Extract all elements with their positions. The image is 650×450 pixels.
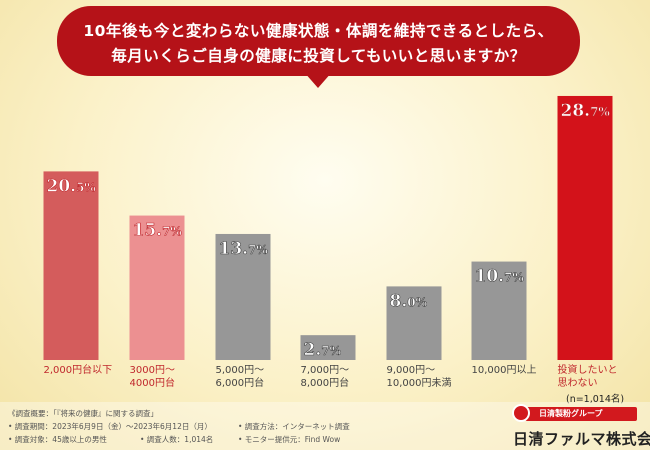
survey-monitor: • モニター提供元：Find Wow <box>238 435 341 444</box>
value-label-4: 2.7% <box>304 340 342 360</box>
value-label-1: 20.5% <box>47 176 97 196</box>
category-label-5: 9,000円～ 10,000円未満 <box>387 365 452 389</box>
survey-target: • 調査対象：45歳以上の男性 <box>8 435 107 444</box>
category-label-4: 7,000円～ 8,000円台 <box>301 365 350 389</box>
sample-size-label: (n=1,014名) <box>566 394 625 405</box>
survey-overview: 《調査概要：「『将来の健康』に関する調査」 <box>8 409 158 418</box>
value-label-2: 15.7% <box>133 221 183 241</box>
bar-1 <box>43 171 99 360</box>
value-label-5: 8.0% <box>390 291 428 311</box>
category-label-1: 2,000円台以下 <box>44 363 113 376</box>
question-bubble: 10年後も今と変わらない健康状態・体調を維持できるとしたら、 毎月いくらご自身の… <box>57 6 580 88</box>
category-label-6: 10,000円以上 <box>472 364 537 376</box>
survey-method: • 調査方法：インターネット調査 <box>238 422 350 431</box>
group-logo-badge: 日清製粉グループ <box>525 407 637 421</box>
category-label-3: 5,000円～ 6,000円台 <box>216 365 265 389</box>
category-label-7: 投資したいと思わない <box>558 363 618 389</box>
company-name: 日清ファルマ株式会社 <box>513 430 650 448</box>
question-line-2: 毎月いくらご自身の健康に投資してもいいと思いますか？ <box>111 47 526 65</box>
group-logo-icon <box>512 404 530 422</box>
question-line-1: 10年後も今と変わらない健康状態・体調を維持できるとしたら、 <box>83 22 554 40</box>
category-label-2: 3000円～ 4000円台 <box>130 365 175 389</box>
value-label-6: 10.7% <box>475 267 525 287</box>
bar-4 <box>300 335 356 360</box>
bubble-tail <box>304 72 332 88</box>
bar-2 <box>129 215 185 360</box>
bar-3 <box>215 233 271 360</box>
bar-5 <box>386 286 442 360</box>
bar-6 <box>471 261 527 360</box>
value-label-3: 13.7% <box>219 239 269 259</box>
survey-period: • 調査期間：2023年6月9日（金）～2023年6月12日（月） <box>8 422 212 431</box>
survey-count: • 調査人数：1,014名 <box>140 435 214 444</box>
value-label-7: 28.7% <box>561 101 611 121</box>
bar-7 <box>557 95 613 361</box>
